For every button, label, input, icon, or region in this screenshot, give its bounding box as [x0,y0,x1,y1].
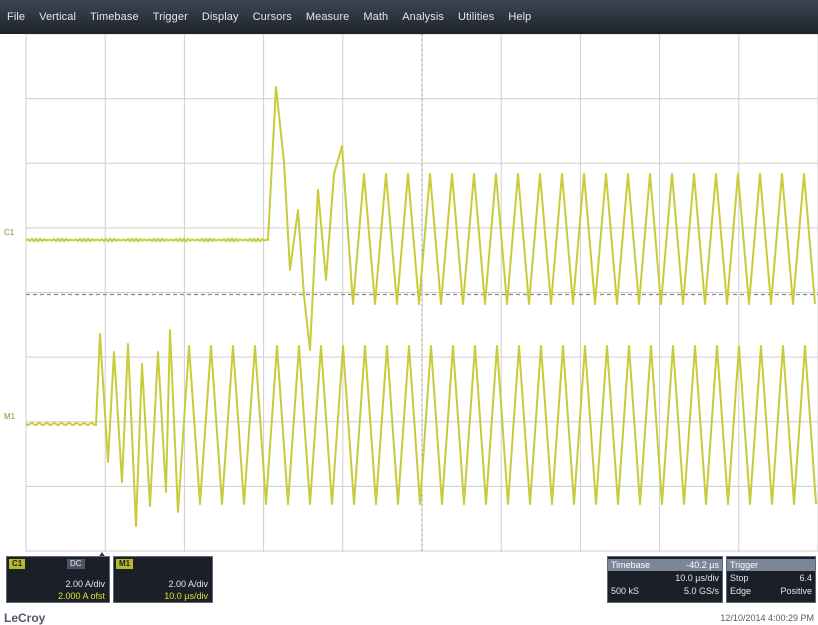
trigger-type: Edge [730,586,752,596]
menu-vertical[interactable]: Vertical [39,11,76,23]
timebase-samples: 500 kS [611,586,640,596]
timebase-descriptor[interactable]: Timebase -40.2 µs 10.0 µs/div 500 kS 5.0… [607,556,723,603]
menu-timebase[interactable]: Timebase [90,11,139,23]
trace-c1 [25,86,816,351]
trace-label-c1: C1 [4,228,15,237]
menu-trigger[interactable]: Trigger [152,11,188,23]
menu-math[interactable]: Math [363,11,389,23]
menu-display[interactable]: Display [201,11,239,23]
trigger-descriptor[interactable]: Trigger Stop 6.4 Edge Positive [726,556,816,603]
channel-m1-descriptor[interactable]: M1 2.00 A/div 10.0 µs/div [113,556,213,603]
vertical-scale: 2.00 A/div [65,579,105,589]
timebase-delay: -40.2 µs [686,560,719,570]
trigger-mode: Stop [730,573,749,583]
menu-bar: File Vertical Timebase Trigger Display Cursor… [0,0,818,34]
vertical-scale: 2.00 A/div [168,579,208,589]
brand-logo: LeCroy [4,611,46,625]
trace-label-m1: M1 [4,412,16,421]
timebase-title: Timebase [611,560,651,570]
vertical-offset: 2.000 A ofst [57,591,105,601]
menu-cursors[interactable]: Cursors [252,11,292,23]
waveform-plot: C1 M1 [4,34,818,552]
channel-tag: C1 [9,559,26,569]
trigger-slope: Positive [780,586,812,596]
horizontal-scale: 10.0 µs/div [164,591,208,601]
timebase-per-div: 10.0 µs/div [675,573,719,583]
trigger-position-marker [98,552,106,558]
trace-m1 [25,329,817,527]
menu-analysis[interactable]: Analysis [402,11,444,23]
channel-tag: M1 [116,559,134,569]
menu-help[interactable]: Help [508,11,532,23]
timebase-rate: 5.0 GS/s [683,586,719,596]
timestamp: 12/10/2014 4:00:29 PM [720,613,814,623]
menu-measure[interactable]: Measure [305,11,350,23]
channel-c1-descriptor[interactable]: C1 DC 2.00 A/div 2.000 A ofst [6,556,110,603]
status-panel: C1 DC 2.00 A/div 2.000 A ofst M1 2.00 A/… [0,552,818,625]
menu-file[interactable]: File [7,11,26,23]
coupling-badge: DC [67,559,85,569]
scope-display[interactable]: C1 M1 [0,34,818,552]
trigger-title: Trigger [730,560,759,570]
menu-utilities[interactable]: Utilities [457,11,495,23]
trigger-level: 6.4 [799,573,812,583]
